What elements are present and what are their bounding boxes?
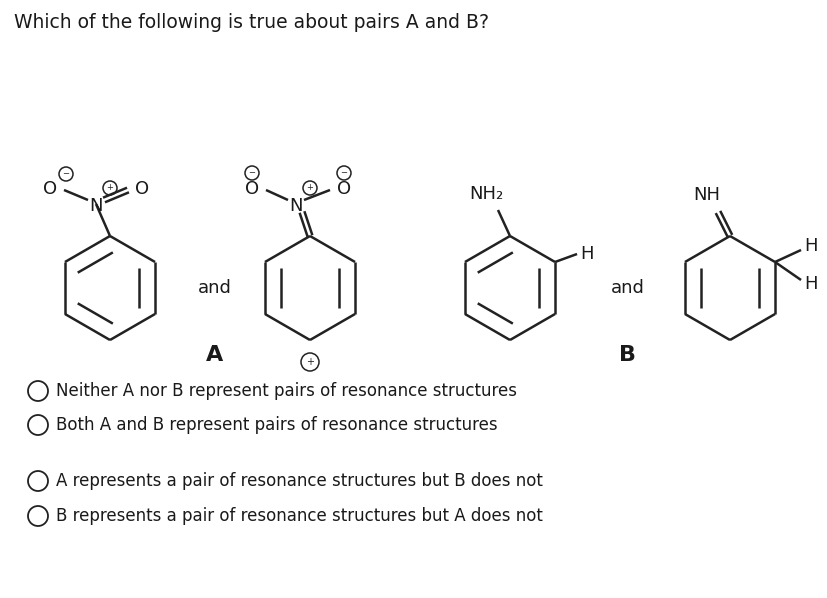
Text: N: N [89,197,103,215]
Text: B: B [619,345,636,365]
Text: −: − [248,169,256,178]
Text: A: A [206,345,223,365]
Text: and: and [198,279,232,297]
Text: and: and [610,279,644,297]
Text: −: − [340,169,347,178]
Text: N: N [289,197,303,215]
Text: B represents a pair of resonance structures but A does not: B represents a pair of resonance structu… [56,507,543,525]
Text: H: H [580,245,593,263]
Text: +: + [306,184,313,193]
Text: Both A and B represent pairs of resonance structures: Both A and B represent pairs of resonanc… [56,416,497,434]
Text: O: O [43,180,57,198]
Text: O: O [337,180,351,198]
Text: Neither A nor B represent pairs of resonance structures: Neither A nor B represent pairs of reson… [56,382,516,400]
Text: NH₂: NH₂ [468,185,503,203]
Text: Which of the following is true about pairs A and B?: Which of the following is true about pai… [14,13,489,32]
Text: H: H [803,237,817,255]
Text: +: + [107,184,113,193]
Text: O: O [135,180,149,198]
Text: NH: NH [693,186,719,204]
Text: O: O [245,180,259,198]
Text: −: − [62,169,69,178]
Text: H: H [803,275,817,293]
Text: A represents a pair of resonance structures but B does not: A represents a pair of resonance structu… [56,472,543,490]
Text: +: + [306,357,313,367]
